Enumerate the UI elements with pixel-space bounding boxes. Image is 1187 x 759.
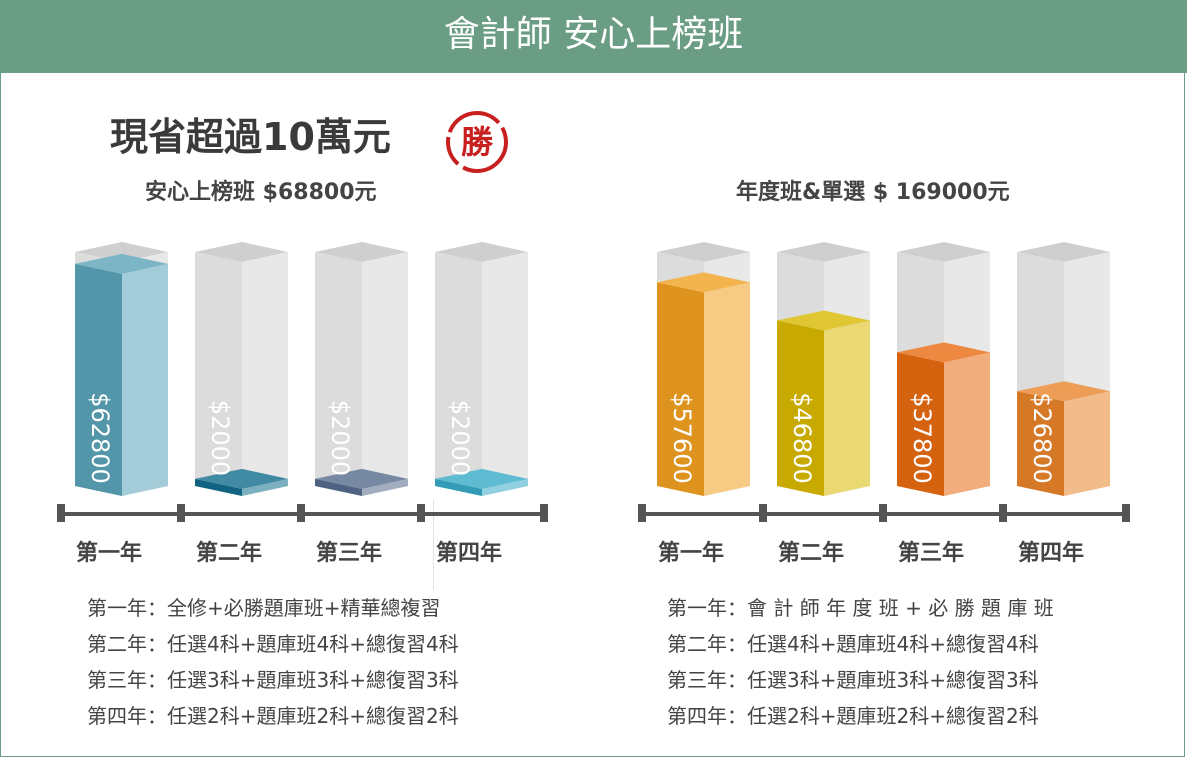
x-axis-tick (177, 504, 185, 522)
bar-top (195, 468, 288, 489)
category-label: 第一年 (76, 540, 142, 566)
x-axis-tick (759, 504, 767, 522)
bar-value-label: $46800 (788, 392, 816, 484)
category-label: 第二年 (196, 540, 262, 566)
bar-top (897, 342, 990, 363)
bar-top (657, 272, 750, 293)
x-axis-tick (297, 504, 305, 522)
category-label: 第四年 (436, 540, 502, 566)
chart-title-annual: 年度班&單選 $ 169000元 (736, 180, 1010, 205)
note-year-2: 第二年：任選4科+題庫班4科+總復習4科 (667, 632, 1039, 656)
victory-seal-icon: 勝 (446, 111, 508, 173)
bar-value-label: $62800 (86, 392, 114, 484)
category-label: 第四年 (1018, 540, 1084, 566)
category-label: 第一年 (658, 540, 724, 566)
bar-right-face (122, 263, 168, 496)
bar-value-label: $37800 (908, 392, 936, 484)
divider-line (433, 500, 434, 590)
bar-top (435, 468, 528, 489)
bar-left-face (777, 320, 824, 496)
bar-top (75, 253, 168, 274)
bar-value-label: $2000 (446, 400, 474, 476)
bar-right-face (242, 478, 288, 496)
notes-annual: 第一年：會 計 師 年 度 班 + 必 勝 題 庫 班 第二年：任選4科+題庫班… (667, 590, 1054, 734)
note-year-3: 第三年：任選3科+題庫班3科+總復習3科 (87, 668, 459, 692)
title-banner: 會計師 安心上榜班 (0, 0, 1187, 73)
page-title: 會計師 安心上榜班 (443, 14, 744, 55)
note-year-2: 第二年：任選4科+題庫班4科+總復習4科 (87, 632, 459, 656)
bar-left-face (657, 282, 704, 496)
bar-right-face (362, 478, 408, 496)
bar-right-face (482, 478, 528, 496)
x-axis-tick (540, 504, 548, 522)
bar-top (1017, 381, 1110, 402)
category-label: 第二年 (778, 540, 844, 566)
column-right-face (242, 252, 288, 496)
bar-value-label: $26800 (1028, 392, 1056, 484)
bar-left-face (435, 478, 482, 496)
note-year-1: 第一年：全修+必勝題庫班+精華總複習 (87, 596, 441, 620)
x-axis-tick (1122, 504, 1130, 522)
bar-left-face (315, 478, 362, 496)
note-year-4: 第四年：任選2科+題庫班2科+總復習2科 (667, 704, 1039, 728)
x-axis-tick (417, 504, 425, 522)
column-right-face (482, 252, 528, 496)
chart-title-package: 安心上榜班 $68800元 (145, 180, 377, 205)
note-year-1: 第一年：會 計 師 年 度 班 + 必 勝 題 庫 班 (667, 596, 1054, 620)
seal-text: 勝 (461, 123, 494, 161)
column-top (75, 242, 168, 262)
bar-left-face (1017, 391, 1064, 496)
column-top (315, 242, 408, 262)
notes-package: 第一年：全修+必勝題庫班+精華總複習 第二年：任選4科+題庫班4科+總復習4科 … (87, 590, 459, 734)
column-left-face (315, 252, 362, 496)
bar-left-face (897, 352, 944, 496)
column-top (195, 242, 288, 262)
savings-headline: 現省超過10萬元 (110, 115, 391, 159)
bar-value-label: $2000 (206, 400, 234, 476)
column-top (1017, 242, 1110, 262)
note-year-3: 第三年：任選3科+題庫班3科+總復習3科 (667, 668, 1039, 692)
column-left-face (435, 252, 482, 496)
bar-right-face (824, 320, 870, 496)
bar-top (315, 468, 408, 489)
note-year-4: 第四年：任選2科+題庫班2科+總復習2科 (87, 704, 459, 728)
bar-value-label: $57600 (668, 392, 696, 484)
column-top (435, 242, 528, 262)
bar-top (777, 310, 870, 331)
category-label: 第三年 (898, 540, 964, 566)
column-top (897, 242, 990, 262)
category-label: 第三年 (316, 540, 382, 566)
bar-right-face (944, 352, 990, 496)
bar-left-face (75, 263, 122, 496)
bar-right-face (704, 282, 750, 496)
x-axis-tick (57, 504, 65, 522)
column-left-face (195, 252, 242, 496)
bar-right-face (1064, 391, 1110, 496)
bar-left-face (195, 478, 242, 496)
column-top (657, 242, 750, 262)
x-axis-tick (879, 504, 887, 522)
column-top (777, 242, 870, 262)
x-axis-tick (999, 504, 1007, 522)
x-axis-tick (638, 504, 646, 522)
bar-value-label: $2000 (326, 400, 354, 476)
column-right-face (362, 252, 408, 496)
